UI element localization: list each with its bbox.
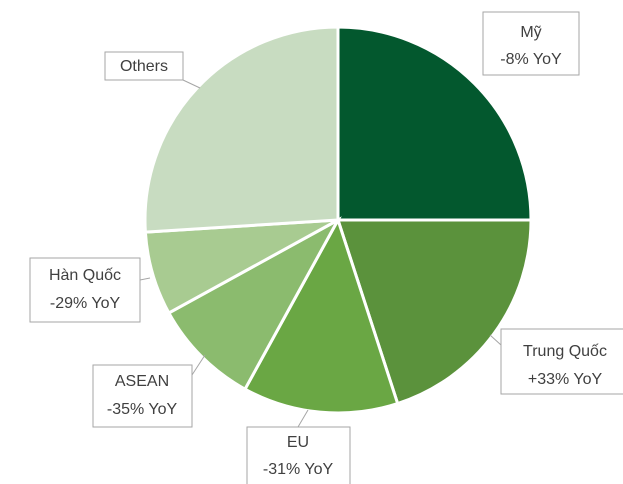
pie-slice bbox=[242, 216, 400, 415]
slice-label: Others bbox=[120, 58, 168, 75]
pie-slice bbox=[143, 25, 340, 234]
label-box bbox=[246, 426, 351, 484]
pie-slice bbox=[335, 218, 533, 406]
slice-label: Hàn Quốc bbox=[49, 267, 121, 284]
leader-line bbox=[489, 334, 502, 346]
slice-annotation: -29% YoY bbox=[50, 295, 121, 312]
leader-line bbox=[191, 354, 206, 376]
label-box bbox=[29, 257, 141, 323]
slice-label: ASEAN bbox=[115, 373, 169, 390]
leader-line bbox=[297, 409, 309, 428]
pie-slice bbox=[166, 216, 342, 392]
slice-annotation: +33% YoY bbox=[528, 371, 603, 388]
label-box bbox=[104, 51, 184, 81]
label-box bbox=[500, 328, 623, 395]
slice-label: Trung Quốc bbox=[523, 343, 607, 360]
slice-label: Mỹ bbox=[520, 24, 541, 41]
slice-annotation: -35% YoY bbox=[107, 401, 178, 418]
slice-label: EU bbox=[287, 434, 309, 451]
slice-annotation: -31% YoY bbox=[263, 461, 334, 478]
slice-annotation: -8% YoY bbox=[500, 51, 562, 68]
leader-line bbox=[139, 277, 151, 281]
pie-slice bbox=[336, 25, 533, 222]
leader-line bbox=[182, 79, 201, 89]
label-box bbox=[482, 11, 580, 76]
label-box bbox=[92, 364, 193, 428]
